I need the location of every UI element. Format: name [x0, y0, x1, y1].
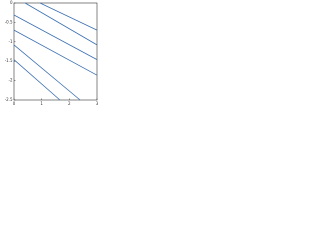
- series-line: [13, 59, 61, 101]
- page: {"chart_data": {"type": "line", "xlim": …: [0, 0, 320, 109]
- chart: 0-0.5-1-1.5-2-2.50 1 2 3: [5, 0, 99, 106]
- y-tick-label: -2.5: [5, 97, 13, 102]
- y-tick-label: -2: [9, 78, 13, 83]
- series-line: [13, 44, 81, 101]
- y-tick-label: -0.5: [5, 19, 13, 24]
- series-line: [13, 29, 98, 76]
- y-tick-label: 0: [10, 0, 13, 5]
- series-line: [24, 2, 98, 46]
- y-tick-label: -1.5: [5, 58, 13, 63]
- y-tick-label: -1: [9, 39, 13, 44]
- x-tick-label: 3: [96, 101, 99, 106]
- x-tick-label: 2: [68, 101, 71, 106]
- series-line: [39, 2, 98, 31]
- x-tick-label: 0: [13, 101, 16, 106]
- plot-frame: [13, 2, 98, 101]
- x-tick-label: 1: [40, 101, 43, 106]
- series-line: [13, 14, 98, 61]
